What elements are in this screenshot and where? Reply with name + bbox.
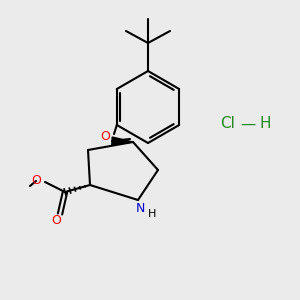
Polygon shape bbox=[112, 137, 133, 145]
Text: N: N bbox=[135, 202, 145, 215]
Text: —: — bbox=[240, 116, 256, 131]
Text: O: O bbox=[100, 130, 110, 143]
Text: O: O bbox=[31, 173, 41, 187]
Text: Cl: Cl bbox=[220, 116, 236, 131]
Text: O: O bbox=[51, 214, 61, 227]
Text: H: H bbox=[259, 116, 271, 131]
Text: H: H bbox=[148, 209, 156, 219]
